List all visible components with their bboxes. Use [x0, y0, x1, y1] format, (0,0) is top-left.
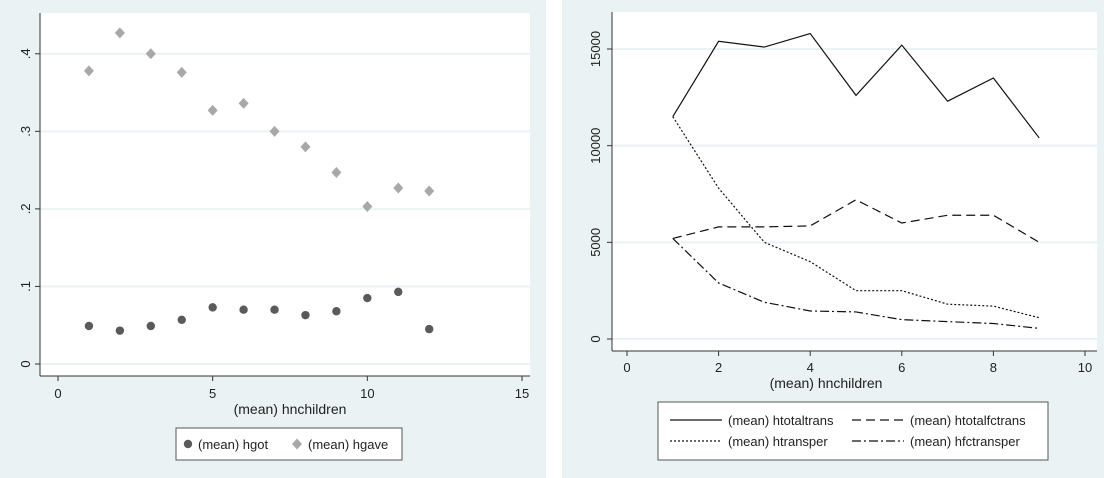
hgot-point	[363, 293, 372, 303]
x-axis-title: (mean) hnchildren	[770, 375, 883, 391]
hgot-point	[332, 307, 341, 316]
x-axis-title: (mean) hnchildren	[234, 401, 347, 417]
hgot-point	[394, 287, 403, 297]
legend-box	[657, 401, 1049, 461]
plot-area	[40, 13, 530, 376]
legend-box	[175, 427, 403, 461]
left-chart-panel: 0 .1 .2 .3 .4 0 5 10 15 (mean) hnchildren (mean) h…	[0, 0, 546, 478]
hgave-point	[238, 97, 249, 109]
hgave-point	[207, 104, 218, 116]
hgave-point	[300, 141, 311, 153]
hgave-point	[83, 65, 94, 77]
hgot-point	[177, 315, 186, 324]
y-tick-label: .1	[18, 281, 33, 292]
htotalfctrans-line	[672, 199, 1040, 243]
legend-hgave-label: (mean) hgave	[308, 437, 388, 452]
legend-htotalfctrans-label: (mean) htotalfctrans	[910, 413, 1026, 428]
x-tick-label: 5	[209, 386, 216, 401]
right-chart-panel: 0 5000 10000 15000 0 2 4 6 8 10 (mean) hnchildren (…	[562, 0, 1104, 478]
hgot-point	[84, 321, 94, 331]
hgot-point	[301, 310, 310, 320]
hgave-point	[176, 66, 187, 78]
legend-htotaltrans-label: (mean) htotaltrans	[728, 413, 834, 428]
hgave-point	[362, 201, 373, 213]
x-tick-label: 15	[515, 386, 529, 401]
x-tick-label: 0	[623, 360, 630, 375]
x-tick-label: 8	[990, 360, 997, 375]
legend-hfctransper-label: (mean) hfctransper	[910, 434, 1020, 449]
hgot-point	[115, 326, 125, 335]
legend-hgave-marker	[292, 438, 302, 450]
right-line-chart: 0 5000 10000 15000 0 2 4 6 8 10 (mean) hnchildren (…	[588, 12, 1097, 461]
hgave-point	[114, 27, 125, 39]
y-tick-label: 0	[588, 335, 603, 342]
x-tick-label: 2	[715, 360, 722, 375]
legend-htransper-label: (mean) htransper	[728, 434, 828, 449]
hgot-point	[146, 321, 155, 331]
hgot-point	[208, 303, 217, 312]
y-tick-label: .4	[18, 48, 33, 59]
hgave-point	[331, 166, 342, 178]
x-tick-label: 10	[360, 386, 374, 401]
hgave-point	[393, 182, 404, 194]
x-tick-label: 6	[898, 360, 905, 375]
y-tick-label: 5000	[588, 228, 603, 257]
legend-hgot-label: (mean) hgot	[198, 437, 268, 452]
hgave-point	[424, 185, 435, 197]
y-tick-label: .3	[18, 126, 33, 137]
y-tick-label: 15000	[588, 31, 603, 67]
x-tick-label: 10	[1078, 360, 1092, 375]
y-tick-label: .2	[18, 203, 33, 214]
hgot-point	[239, 305, 248, 314]
x-tick-label: 0	[54, 386, 61, 401]
y-tick-label: 10000	[588, 128, 603, 164]
legend-hgot-marker	[183, 439, 193, 449]
htransper-line	[672, 116, 1040, 319]
plot-area	[612, 12, 1097, 351]
hgave-point	[269, 125, 280, 137]
hgave-point	[145, 48, 156, 60]
y-tick-label: 0	[18, 360, 33, 367]
htotaltrans-line	[672, 32, 1040, 139]
hgot-point	[425, 324, 434, 334]
left-scatter-chart: 0 .1 .2 .3 .4 0 5 10 15 (mean) hnchildren (mean) h…	[18, 13, 530, 461]
hfctransper-line	[672, 238, 1040, 329]
hgot-point	[270, 305, 279, 314]
x-tick-label: 4	[807, 360, 814, 375]
